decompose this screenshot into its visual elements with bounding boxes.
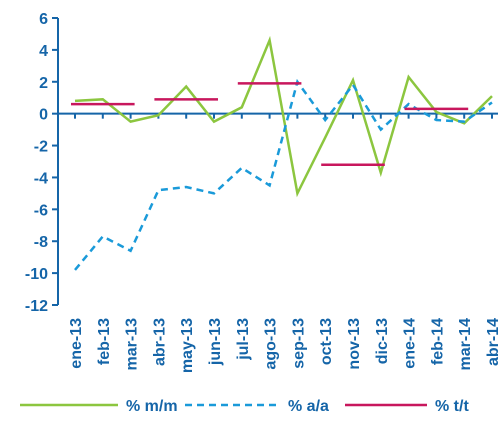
y-tick-label: 6 [39,11,48,28]
x-tick-label: abr-14 [485,318,500,366]
y-tick-label: -2 [34,139,48,156]
x-tick-label: dic-13 [374,318,391,364]
y-tick-label: 2 [39,75,48,92]
legend-label: % a/a [288,398,329,415]
x-tick-label: abr-13 [151,318,168,366]
x-tick-label: ene-14 [402,318,419,369]
x-tick-label: jul-13 [235,318,252,361]
x-tick-label: feb-14 [429,318,446,365]
x-tick-label: jun-13 [207,318,224,366]
y-tick-label: 4 [39,43,48,60]
legend-label: % m/m [126,398,178,415]
y-tick-label: -10 [25,266,48,283]
x-tick-label: sep-13 [290,318,307,369]
y-tick-label: -8 [34,234,48,251]
x-tick-label: may-13 [179,318,196,373]
x-tick-label: mar-13 [124,318,141,371]
y-tick-label: 0 [39,107,48,124]
series-group [71,35,493,271]
x-tick-label: nov-13 [346,318,363,370]
y-tick-label: -12 [25,298,48,315]
series-mm-line [74,35,493,198]
x-tick-label: ene-13 [68,318,85,369]
x-tick-label: oct-13 [318,318,335,365]
x-tick-label: feb-13 [96,318,113,365]
series-aa-line [74,78,493,271]
y-tick-label: -6 [34,202,48,219]
x-tick-label: mar-14 [457,318,474,371]
axes: 6 4 2 0 -2 -4 -6 -8 -10 -12 ene-13 feb-13 mar-13 abr-… [25,11,500,373]
x-tick-label: ago-13 [263,318,280,370]
legend-label: % t/t [435,398,469,415]
y-tick-label: -4 [34,170,48,187]
legend: % m/m % a/a % t/t [20,398,469,415]
